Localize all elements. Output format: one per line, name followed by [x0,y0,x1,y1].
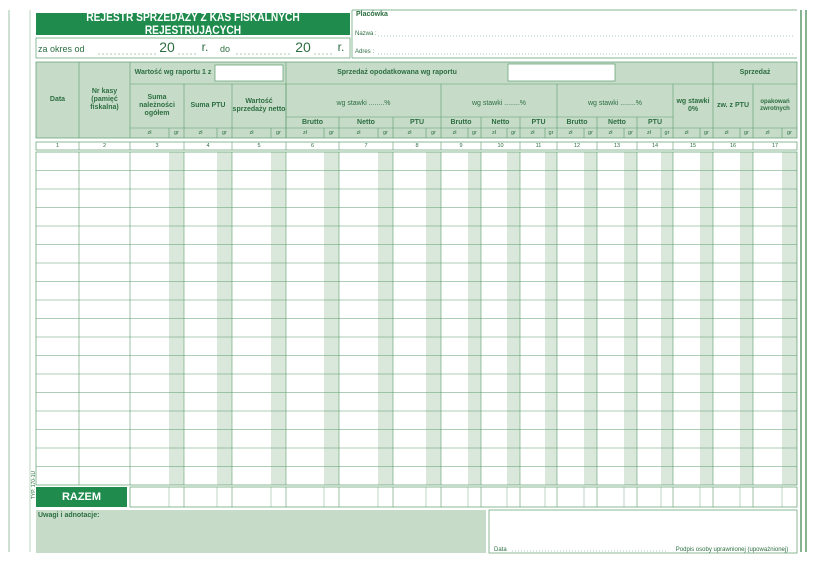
report-column: Suma należności ogółem [139,94,175,117]
total-row [129,486,798,508]
rate-column: Netto [608,118,626,126]
rate-column: Brutto [450,118,472,126]
rate-column: Brutto [566,118,588,126]
unit-zl: zł [147,129,152,136]
rate-label: wg stawki ........% [336,100,391,108]
sales-group: Sprzedaż [739,69,771,77]
column-number: 4 [206,142,210,149]
column-number: 9 [459,142,463,149]
period-box [35,37,351,59]
unit-gr: gr [511,129,516,136]
taxed-group: Sprzedaż opodatkowana wg raportu [337,69,457,77]
column-number: 14 [651,142,659,149]
name-label: Nazwa : [355,30,377,37]
title-box [36,13,350,35]
rate-column: Netto [491,118,510,126]
unit-gr: gr [787,129,792,136]
unit-zl: zł [492,129,496,136]
rate-column: PTU [410,118,424,126]
unit-gr: gr [329,129,334,136]
rate-label: wg stawki ........% [471,100,527,108]
unit-zl: zł [407,129,412,136]
period-from: za okres od [38,44,85,55]
address-label: Adres : [355,48,375,55]
input-box [214,64,284,82]
column-number: 15 [689,142,697,149]
period-to: do [219,44,230,55]
rate-column: Netto [357,118,375,126]
column-number: 6 [310,142,315,149]
sales-column: zw. z PTU [716,102,750,110]
column-number: 10 [497,142,504,149]
date-label: Data [494,547,507,554]
column-number: 13 [613,142,621,149]
unit-gr: gr [588,129,593,136]
unit-gr: gr [383,129,388,136]
unit-gr: gr [276,129,281,136]
report-column: Suma PTU [190,102,226,110]
unit-zl: zł [356,129,361,136]
unit-zl: zł [684,129,689,136]
column-number: 11 [535,142,542,149]
unit-zl: zł [530,129,535,136]
unit-zl: zł [765,129,770,136]
unit-zl: zł [303,129,307,136]
column-number: 7 [364,142,368,149]
year-end: r. [201,40,209,55]
unit-zl: zł [647,129,651,136]
century: 20 [295,39,311,56]
signature-label: Podpis osoby uprawnionej (upoważnionej) [675,547,789,554]
rate-column: PTU [648,118,662,126]
register-header: Nr kasy (pamięć fiskalna) [90,88,119,111]
input-box [507,63,616,82]
unit-zl: zł [452,129,457,136]
column-number: 1 [55,142,60,149]
rate-column: PTU [531,118,546,126]
column-number: 3 [155,142,159,149]
header-bg [35,61,798,139]
column-number: 2 [102,142,107,149]
unit-gr: gr [664,129,670,136]
total-box [36,487,127,507]
report-column: Wartość sprzedaży netto [232,98,286,113]
title: REJESTR SPRZEDAŻY Z KAS FISKALNYCH REJES… [86,9,300,37]
unit-zl: zł [724,129,729,136]
unit-gr: gr [704,129,709,136]
notes-box [36,510,486,553]
column-number: 5 [257,142,261,149]
date-header: Data [49,96,66,104]
unit-gr: gr [472,129,477,136]
rate-column: Brutto [302,118,323,126]
outlet-title: Placówka [356,11,388,19]
sales-column: opakowań zwrotnych [760,99,790,112]
unit-gr: gr [174,129,179,136]
column-number: 12 [573,142,581,149]
column-number: 16 [729,142,737,149]
unit-gr: gr [548,129,554,136]
unit-zl: zł [249,129,254,136]
total-label: RAZEM [61,490,102,503]
unit-gr: gr [431,129,436,136]
unit-gr: gr [222,129,227,136]
report-group: Wartość wg raportu 1 z [134,69,212,77]
unit-gr: gr [628,129,633,136]
year-end: r. [337,40,345,55]
signature-box [488,509,798,554]
unit-zl: zł [568,129,573,136]
column-number: 17 [771,142,779,149]
zero-rate: wg stawki 0% [676,98,710,113]
rate-label: wg stawki ........% [587,100,643,108]
century: 20 [159,39,175,56]
form-code: TYP. 170-1U [31,470,38,500]
unit-zl: zł [608,129,613,136]
column-number: 8 [415,142,419,149]
number-row [35,141,798,151]
notes-label: Uwagi i adnotacje: [38,512,100,520]
unit-gr: gr [744,129,749,136]
unit-zl: zł [198,129,203,136]
